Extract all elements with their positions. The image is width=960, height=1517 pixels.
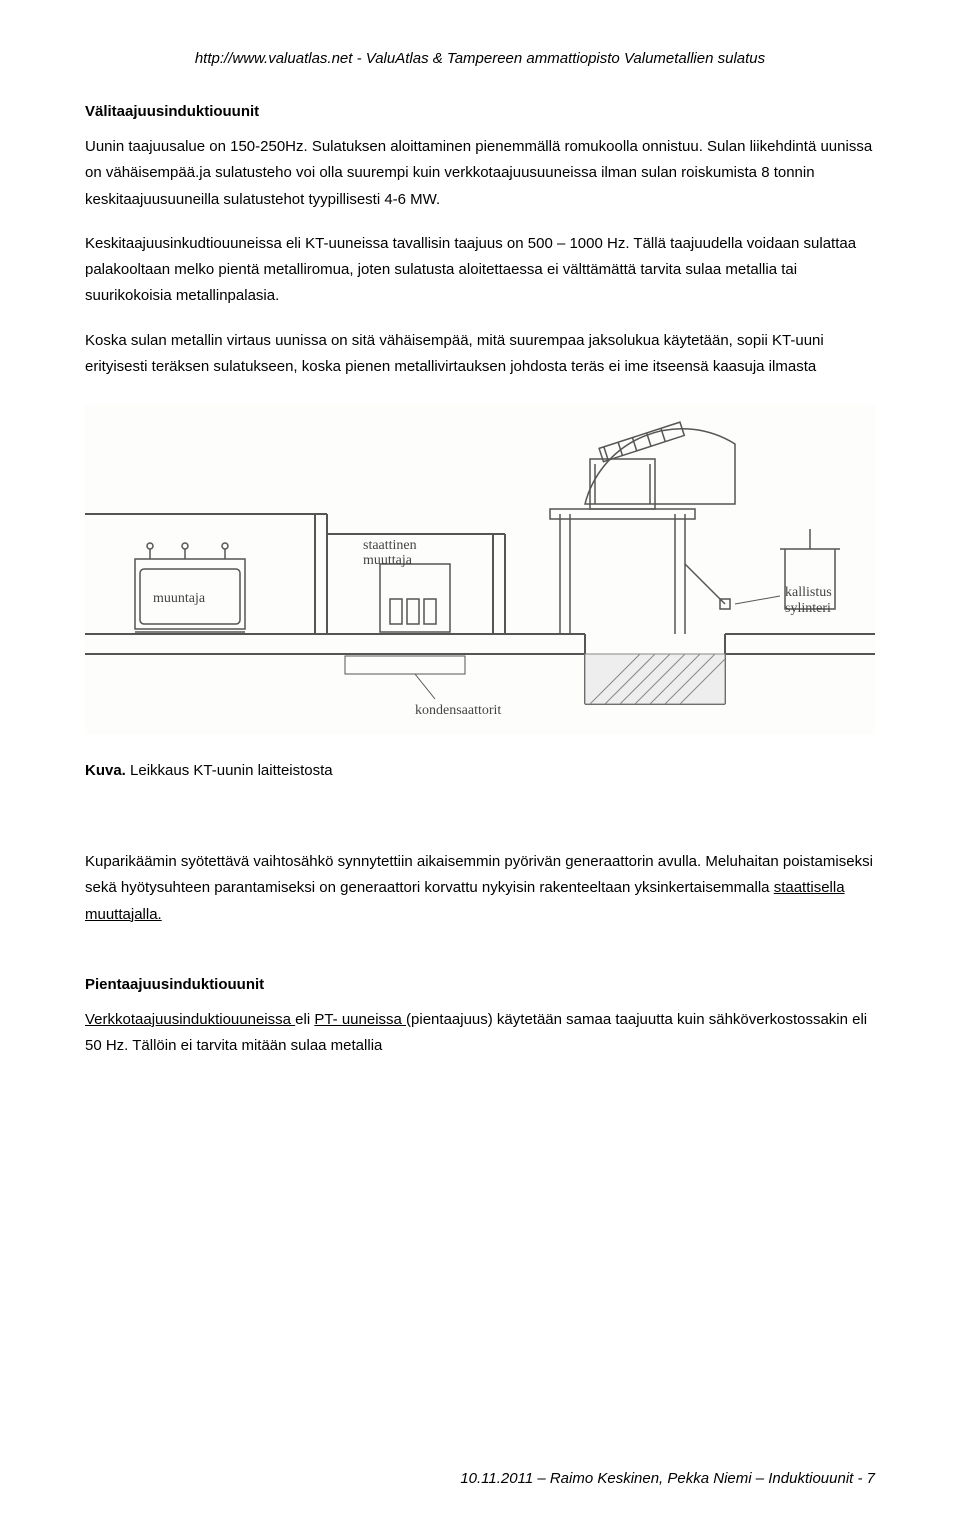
label-kallistus: kallistus (785, 585, 832, 600)
label-muuntaja: muuntaja (153, 591, 206, 606)
pit-hatch (585, 654, 725, 704)
section3-p1-u1: Verkkotaajuusinduktiouuneissa (85, 1011, 295, 1028)
section3-p1-mid: eli (295, 1011, 314, 1028)
section3-p1: Verkkotaajuusinduktiouuneissa eli PT- uu… (85, 1007, 875, 1060)
section1-p2: Keskitaajuusinkudtiouuneissa eli KT-uune… (85, 231, 875, 310)
header-url: http://www.valuatlas.net - ValuAtlas & T… (85, 50, 875, 67)
figure-kt-uuni: muuntaja staattinen muuttaja kondensaatt… (85, 404, 875, 734)
caption-prefix: Kuva. (85, 762, 126, 779)
section2-p1-a: Kuparikäämin syötettävä vaihtosähkö synn… (85, 853, 873, 896)
section1-p3: Koska sulan metallin virtaus uunissa on … (85, 328, 875, 381)
section3-title: Pientaajuusinduktiouunit (85, 976, 875, 993)
label-muuttaja: muuttaja (363, 553, 413, 568)
label-kondensaattorit: kondensaattorit (415, 703, 501, 718)
footer-text: 10.11.2011 – Raimo Keskinen, Pekka Niemi… (460, 1470, 875, 1487)
label-staattinen: staattinen (363, 538, 417, 553)
section1-p1: Uunin taajuusalue on 150-250Hz. Sulatuks… (85, 134, 875, 213)
caption-text: Leikkaus KT-uunin laitteistosta (126, 762, 333, 779)
section3-p1-u2: PT- uuneissa (314, 1011, 406, 1028)
label-sylinteri: sylinteri (785, 601, 831, 616)
figure-caption: Kuva. Leikkaus KT-uunin laitteistosta (85, 762, 875, 779)
section2-p1: Kuparikäämin syötettävä vaihtosähkö synn… (85, 849, 875, 928)
section1-title: Välitaajuusinduktiouunit (85, 103, 875, 120)
